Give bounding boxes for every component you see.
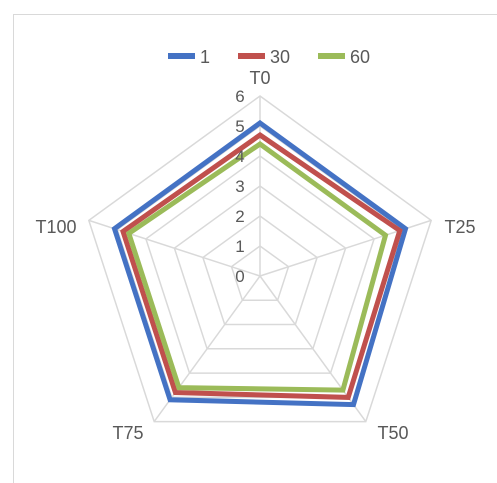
grid-ring-2 [202, 215, 318, 326]
series-30-line [120, 131, 403, 400]
tick-label-5: 5 [235, 117, 244, 136]
axis-label-T0: T0 [249, 68, 270, 88]
grid-ring-4 [145, 155, 375, 374]
tick-label-3: 3 [235, 177, 244, 196]
chart-legend: 1 30 60 [168, 47, 370, 67]
chart-frame [13, 14, 497, 483]
tick-label-2: 2 [235, 207, 244, 226]
series-1-line [111, 119, 409, 408]
axis-label-T50: T50 [377, 423, 408, 443]
grid-ring-6 [87, 95, 433, 423]
tick-label-6: 6 [235, 87, 244, 106]
legend-label-60: 60 [350, 47, 370, 67]
radial-tick-labels: 0 1 2 3 4 5 6 [235, 87, 244, 286]
grid-ring-3 [173, 185, 347, 350]
category-axis-labels: T0 T25 T50 T75 T100 [35, 68, 475, 443]
axis-label-T100: T100 [35, 217, 76, 237]
axis-label-T25: T25 [444, 217, 475, 237]
grid-ring-1 [230, 245, 290, 302]
legend-label-30: 30 [270, 47, 290, 67]
radar-series [111, 119, 409, 408]
tick-label-1: 1 [235, 237, 244, 256]
tick-label-0: 0 [235, 267, 244, 286]
series-60-line [125, 140, 389, 393]
tick-label-4: 4 [235, 147, 244, 166]
axis-label-T75: T75 [112, 423, 143, 443]
legend-label-1: 1 [200, 47, 210, 67]
